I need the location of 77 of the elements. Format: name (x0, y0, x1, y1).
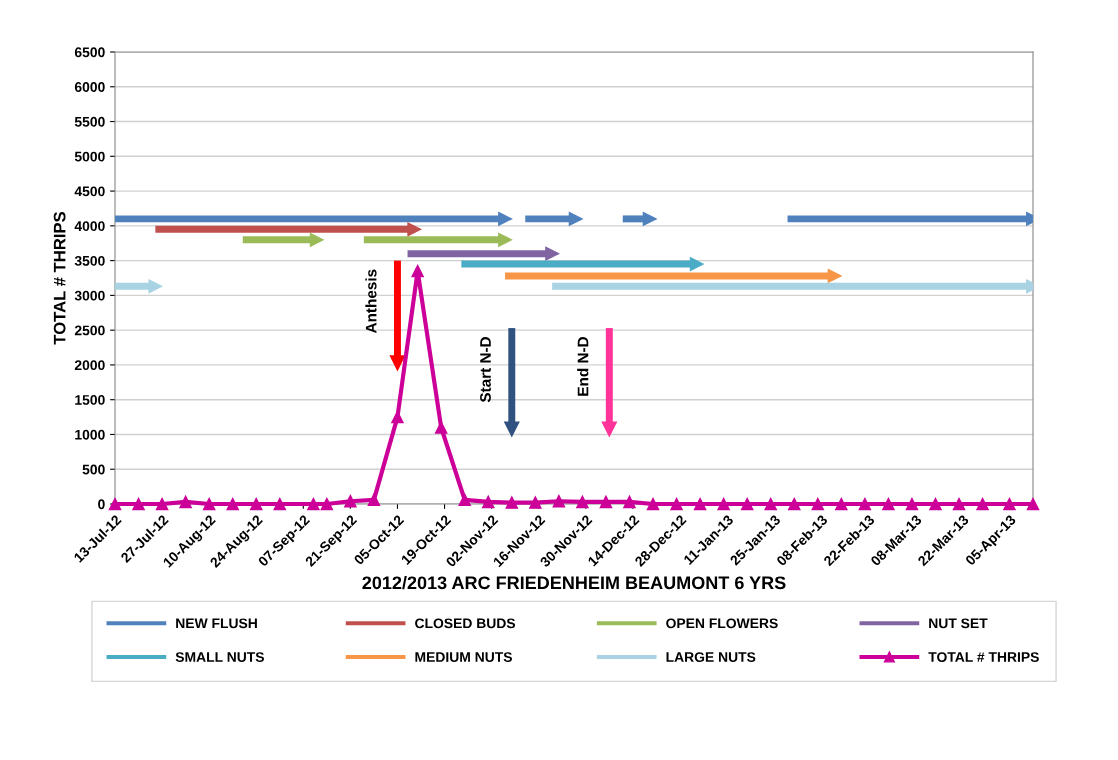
legend-label: TOTAL # THRIPS (928, 652, 1039, 662)
point (226, 497, 239, 511)
y-tick-label: 2500 (74, 325, 105, 336)
point (108, 497, 122, 511)
ref-line-label: Anthesis (365, 269, 377, 334)
point (344, 494, 357, 508)
point (155, 497, 169, 511)
point (320, 497, 334, 511)
point (689, 257, 704, 272)
point (411, 264, 424, 278)
y-tick-label: 4500 (74, 186, 105, 197)
point (599, 495, 613, 509)
ref-line-label: Start N-D (480, 337, 491, 403)
point (179, 495, 192, 509)
point (835, 497, 848, 511)
y-tick-label: 6500 (74, 47, 105, 58)
legend-label: MEDIUM NUTS (415, 652, 512, 662)
point (905, 497, 919, 511)
point (249, 497, 263, 511)
y-axis-title: TOTAL # THRIPS (53, 211, 66, 345)
y-tick-label: 0 (98, 499, 105, 510)
y-tick-label: 3500 (74, 255, 105, 266)
y-tick-label: 5000 (74, 151, 105, 162)
point (434, 421, 448, 434)
point (740, 497, 754, 511)
point (568, 211, 583, 226)
point (498, 232, 513, 247)
y-tick-label: 5500 (74, 116, 105, 127)
point (1003, 497, 1016, 511)
y-tick-label: 3000 (74, 290, 105, 301)
legend-label: SMALL NUTS (175, 652, 264, 662)
y-tick-label: 500 (82, 464, 105, 475)
point (827, 268, 842, 283)
point (929, 497, 942, 511)
point (148, 279, 163, 294)
point (529, 496, 542, 509)
point (670, 497, 683, 511)
point (764, 497, 777, 511)
point (498, 211, 513, 226)
legend-label: NEW FLUSH (176, 618, 257, 629)
point (307, 497, 320, 511)
y-tick-label: 1000 (75, 429, 105, 440)
point (505, 496, 519, 509)
ref-line-label: End N-D (577, 337, 589, 396)
point (952, 497, 966, 511)
point (646, 497, 660, 511)
point (482, 495, 495, 509)
point (309, 232, 324, 247)
point (882, 497, 895, 511)
legend-label: NUT SET (929, 618, 988, 629)
point (788, 497, 801, 511)
y-tick-label: 1500 (75, 395, 105, 405)
point (642, 211, 657, 226)
y-tick-label: 6000 (74, 82, 105, 92)
point (391, 410, 404, 424)
point (858, 497, 872, 511)
point (407, 222, 422, 237)
y-tick-label: 2000 (74, 360, 105, 371)
point (545, 246, 560, 261)
point (576, 495, 589, 509)
legend-label: OPEN FLOWERS (666, 618, 778, 629)
point (976, 497, 989, 511)
point (811, 497, 825, 511)
y-tick-label: 4000 (74, 221, 105, 232)
point (367, 493, 381, 507)
point (693, 497, 707, 511)
point (132, 497, 145, 511)
point (552, 494, 566, 508)
x-axis-title: 2012/2013 ARC FRIEDENHEIM BEAUMONT 6 YRS (362, 575, 786, 590)
point (273, 497, 287, 511)
point (458, 493, 471, 507)
point (717, 497, 730, 511)
point (1026, 497, 1040, 511)
point (202, 497, 216, 511)
point (623, 495, 636, 509)
legend-label: LARGE NUTS (666, 652, 756, 662)
legend-label: CLOSED BUDS (415, 618, 516, 629)
